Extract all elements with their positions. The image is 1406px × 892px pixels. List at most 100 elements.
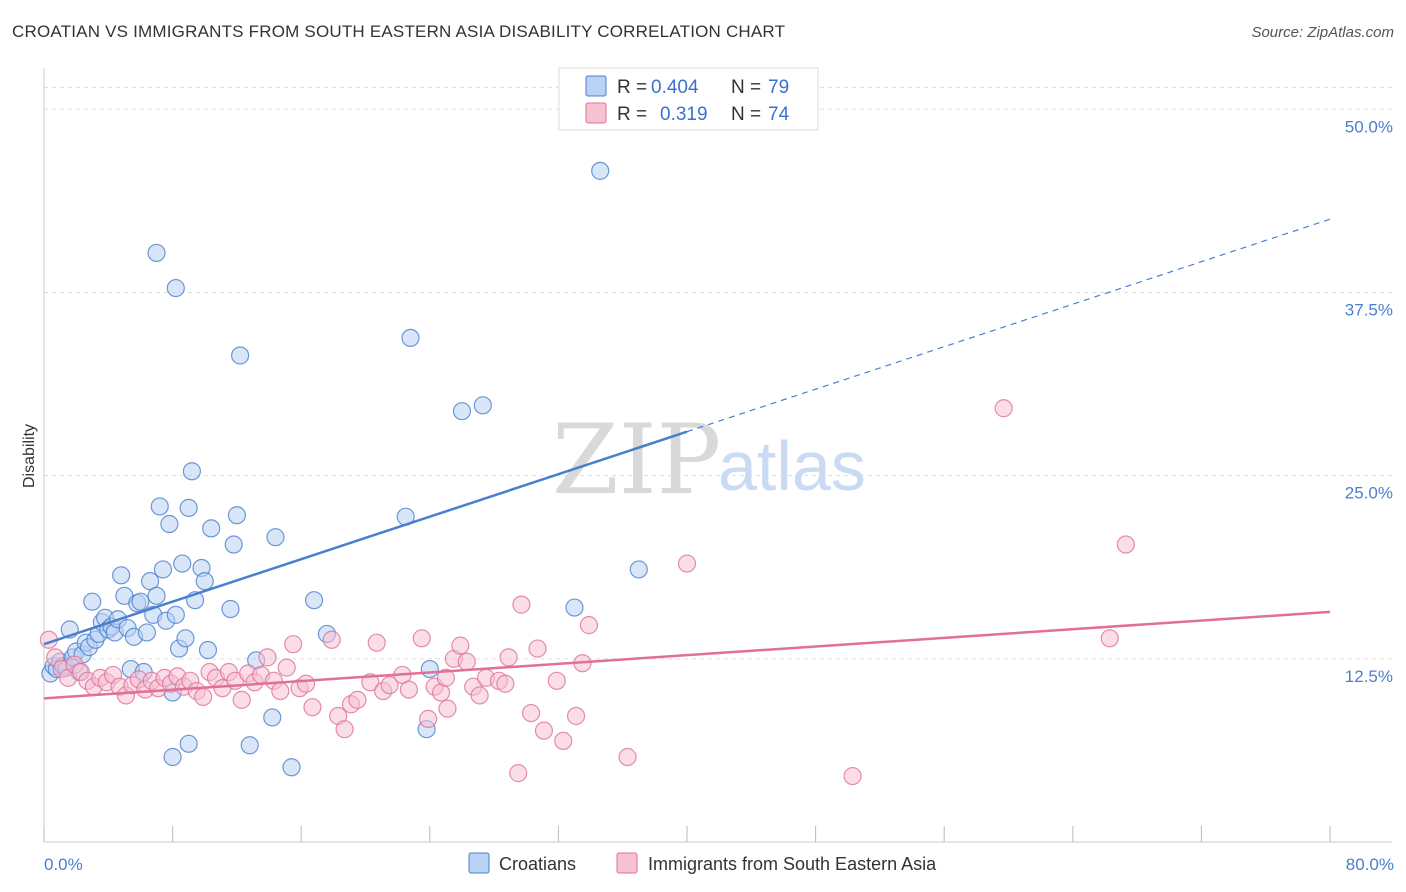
grid	[44, 86, 1392, 660]
x-tick-label-min: 0.0%	[44, 855, 83, 874]
point-0-54	[227, 506, 246, 525]
point-1-75	[618, 747, 637, 767]
point-1-70	[547, 671, 566, 690]
point-1-24	[194, 687, 213, 707]
point-1-41	[303, 698, 322, 717]
point-0-69	[452, 402, 472, 421]
point-0-63	[147, 243, 166, 263]
point-0-35	[153, 560, 173, 579]
point-0-41	[173, 554, 192, 573]
y-tick-labels: 12.5% 25.0% 37.5% 50.0%	[1345, 117, 1393, 686]
point-0-22	[112, 566, 131, 585]
legend-r-label-1: R =	[617, 77, 647, 98]
point-0-42	[176, 629, 195, 648]
point-0-44	[182, 462, 201, 481]
point-1-82	[436, 668, 455, 687]
point-1-62	[470, 686, 489, 705]
point-1-44	[335, 720, 354, 739]
point-1-60	[457, 652, 476, 671]
series-immigrants-points	[39, 399, 1135, 786]
point-1-65	[496, 674, 515, 693]
point-1-78	[994, 399, 1013, 418]
watermark: ZIP atlas	[552, 404, 866, 516]
point-1-80	[1116, 535, 1135, 554]
legend-n-value-2: 74	[768, 104, 790, 125]
point-1-71	[554, 731, 573, 750]
legend-swatch-croatians	[585, 75, 607, 97]
point-0-59	[266, 528, 285, 547]
point-1-66	[509, 764, 528, 783]
point-1-74	[579, 616, 599, 635]
trend-lines	[43, 218, 1331, 700]
point-0-28	[131, 592, 150, 611]
point-1-50	[380, 676, 399, 695]
point-1-59	[451, 636, 470, 655]
point-1-42	[322, 630, 341, 649]
point-1-38	[284, 635, 303, 654]
point-1-83	[499, 648, 518, 667]
point-0-13	[83, 592, 102, 611]
point-1-76	[677, 554, 697, 573]
legend-swatch-immigrants	[585, 102, 607, 124]
point-1-57	[438, 699, 457, 718]
y-tick-label-2: 37.5%	[1345, 300, 1393, 319]
point-1-77	[843, 766, 862, 786]
y-axis-label: Disability	[21, 424, 38, 488]
watermark-zip: ZIP	[552, 404, 721, 516]
y-tick-label-0: 12.5%	[1345, 667, 1393, 686]
legend-n-value-1: 79	[768, 77, 789, 98]
point-0-71	[565, 598, 584, 617]
point-0-52	[221, 599, 240, 619]
bottom-legend-label-croatians: Croatians	[499, 854, 576, 874]
bottom-legend-swatch-croatians	[468, 852, 490, 874]
point-0-73	[629, 560, 648, 579]
point-0-34	[150, 497, 169, 516]
point-0-50	[198, 640, 218, 660]
chart-source: Source: ZipAtlas.com	[1251, 24, 1394, 41]
point-0-33	[147, 586, 166, 605]
chart-title: CROATIAN VS IMMIGRANTS FROM SOUTH EASTER…	[12, 22, 786, 41]
point-1-81	[512, 595, 531, 614]
point-0-46	[163, 747, 182, 767]
point-0-68	[420, 659, 439, 679]
trend-line-immigrants	[43, 610, 1331, 700]
legend-r-value-1: 0.404	[651, 77, 699, 98]
point-0-39	[166, 605, 185, 624]
point-1-54	[419, 709, 438, 729]
point-0-30	[137, 623, 156, 642]
point-1-52	[399, 680, 419, 699]
point-1-68	[528, 639, 547, 658]
point-1-48	[367, 633, 386, 652]
trend-line-croatians-extension	[686, 218, 1331, 433]
point-1-72	[566, 706, 586, 726]
point-0-51	[202, 519, 221, 538]
x-tick-label-max: 80.0%	[1346, 855, 1394, 874]
point-0-43	[179, 498, 198, 517]
point-1-47	[361, 673, 380, 692]
point-0-49	[195, 572, 214, 591]
point-0-66	[401, 328, 420, 348]
point-0-37	[160, 514, 179, 534]
trend-line-croatians	[43, 430, 688, 646]
point-0-58	[263, 708, 282, 727]
point-1-34	[258, 648, 277, 667]
legend-r-label-2: R =	[617, 104, 647, 125]
point-1-67	[521, 703, 541, 723]
y-tick-label-1: 25.0%	[1345, 484, 1393, 503]
axes	[43, 68, 1392, 843]
point-0-56	[240, 736, 259, 755]
legend-r-value-2: 0.319	[660, 104, 708, 125]
y-tick-label-3: 50.0%	[1345, 117, 1393, 136]
point-1-69	[534, 721, 554, 740]
point-1-40	[296, 674, 316, 693]
point-1-37	[277, 658, 296, 677]
bottom-legend-label-immigrants: Immigrants from South Eastern Asia	[648, 854, 937, 874]
point-0-55	[231, 346, 250, 365]
point-0-70	[473, 396, 492, 415]
point-0-64	[166, 278, 185, 298]
point-1-36	[271, 681, 290, 701]
point-0-47	[179, 734, 198, 753]
point-1-79	[1100, 629, 1119, 648]
point-1-53	[412, 629, 431, 648]
